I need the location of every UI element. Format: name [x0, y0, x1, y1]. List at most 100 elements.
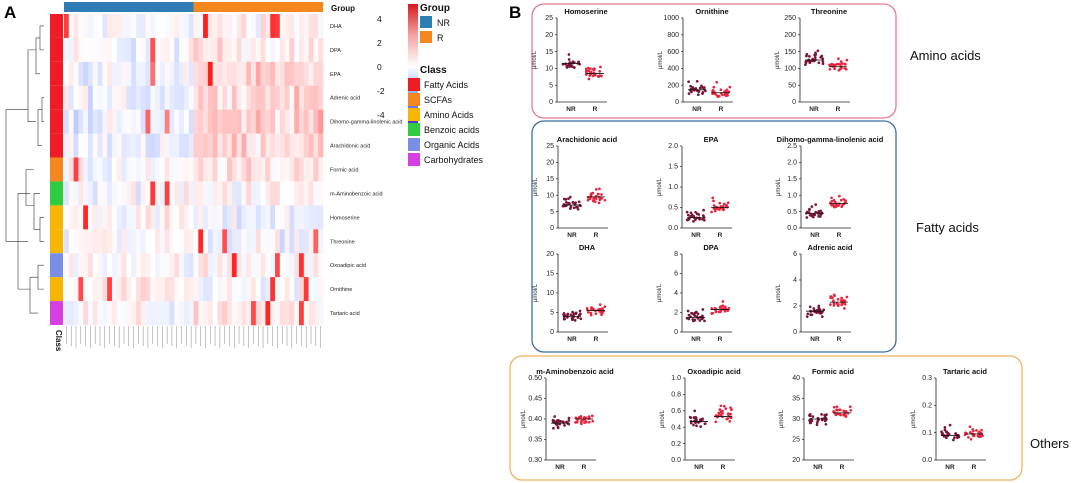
heatmap-cell	[164, 301, 170, 326]
data-point	[809, 214, 813, 217]
heatmap-cell	[107, 277, 113, 302]
heatmap-cell	[260, 14, 266, 39]
x-tick-label: R	[718, 232, 723, 239]
heatmap-cell	[145, 277, 151, 302]
data-point	[570, 316, 574, 320]
heatmap-cell	[111, 37, 118, 63]
data-point	[693, 311, 697, 315]
heatmap-cell	[236, 277, 242, 302]
heatmap-cell	[135, 157, 142, 182]
scatter-plot: DHA 20 15 10 5 0 μmol/L NR R	[533, 243, 608, 343]
heatmap-cell	[236, 14, 242, 39]
heatmap-cell	[275, 37, 281, 63]
heatmap-cell	[265, 85, 271, 110]
data-point	[945, 430, 948, 434]
heatmap-cell	[179, 109, 185, 134]
y-axis-label: μmol/L	[776, 283, 782, 302]
data-point	[728, 420, 732, 423]
heatmap-cell	[260, 157, 266, 182]
plot-title: EPA	[704, 135, 719, 144]
scatter-plot: Adrenic acid 6 4 2 0 μmol/L NR R	[776, 243, 853, 343]
heatmap-cell	[203, 253, 209, 278]
heatmap-cell	[227, 37, 233, 63]
heatmap-cell	[303, 109, 309, 134]
data-point	[820, 54, 824, 58]
y-tick-label: 1.5	[668, 164, 678, 171]
heatmap-cell	[236, 229, 242, 254]
heatmap-cell	[140, 277, 146, 302]
data-point	[805, 54, 808, 58]
heatmap-cell	[102, 181, 108, 206]
heatmap-cell	[294, 109, 300, 134]
heatmap-cell	[251, 205, 257, 230]
heatmap-cell	[318, 301, 324, 326]
heatmap-cell	[289, 109, 295, 134]
data-point	[805, 216, 809, 219]
heatmap-cell	[284, 181, 290, 206]
class-bar-cell	[50, 181, 63, 206]
heatmap-cell	[126, 181, 132, 206]
heatmap-cell	[135, 14, 142, 39]
data-point	[969, 437, 973, 441]
heatmap-cell	[135, 61, 142, 87]
y-tick-label: 10	[546, 192, 554, 199]
data-point	[849, 408, 853, 412]
data-point	[812, 307, 816, 310]
heatmap-cell	[78, 14, 84, 39]
heatmap-cell	[155, 157, 161, 182]
heatmap-cell	[255, 109, 261, 134]
heatmap-cell	[231, 277, 237, 302]
heatmap-cell	[68, 85, 74, 110]
heatmap-cell	[140, 301, 146, 326]
data-point	[721, 300, 725, 303]
data-point	[829, 303, 832, 306]
heatmap-cell	[275, 277, 281, 302]
group-box	[531, 120, 897, 353]
legend-group-title: Group	[420, 3, 450, 14]
data-point	[838, 194, 841, 198]
heatmap-cell	[135, 85, 142, 110]
y-tick-label: 200	[667, 82, 679, 89]
heatmap-cell	[169, 157, 175, 182]
data-point	[693, 409, 697, 413]
data-point	[694, 218, 697, 221]
y-tick-label: 0.5	[787, 209, 797, 216]
data-point	[823, 419, 827, 423]
y-axis-label: μmol/L	[521, 409, 527, 428]
heatmap-cell	[241, 109, 247, 134]
data-point	[814, 203, 818, 206]
data-point	[571, 201, 575, 204]
heatmap-cell	[73, 229, 79, 254]
heatmap-cell	[212, 37, 218, 63]
data-point	[843, 307, 846, 310]
heatmap-cell	[150, 301, 156, 326]
heatmap-cell	[73, 181, 79, 206]
heatmap-cell	[183, 181, 190, 206]
data-point	[719, 91, 723, 95]
data-point	[980, 428, 983, 432]
plot-title: Ornithine	[695, 7, 728, 16]
heatmap-cell	[97, 109, 103, 134]
class-bar-label: Class	[54, 330, 63, 352]
y-tick-label: 20	[546, 251, 554, 258]
heatmap-cell	[231, 253, 237, 278]
heatmap-cell	[78, 85, 84, 110]
data-point	[689, 211, 693, 215]
heatmap-cell	[126, 85, 132, 110]
legend-group-swatch	[420, 31, 432, 43]
heatmap-cell	[231, 61, 237, 87]
heatmap-cell	[289, 37, 295, 63]
data-point	[700, 86, 704, 89]
heatmap-cell	[87, 205, 94, 230]
heatmap-cell	[174, 229, 180, 254]
heatmap-cell	[164, 14, 170, 39]
heatmap-cell	[169, 61, 175, 87]
data-point	[977, 435, 981, 438]
heatmap-row-label: Arachidonic acid	[330, 144, 370, 150]
panel-a-label: A	[4, 3, 16, 22]
heatmap-cell	[222, 157, 228, 182]
heatmap-cell	[217, 133, 223, 158]
heatmap-cell	[169, 133, 175, 158]
heatmap-cell	[313, 133, 319, 158]
